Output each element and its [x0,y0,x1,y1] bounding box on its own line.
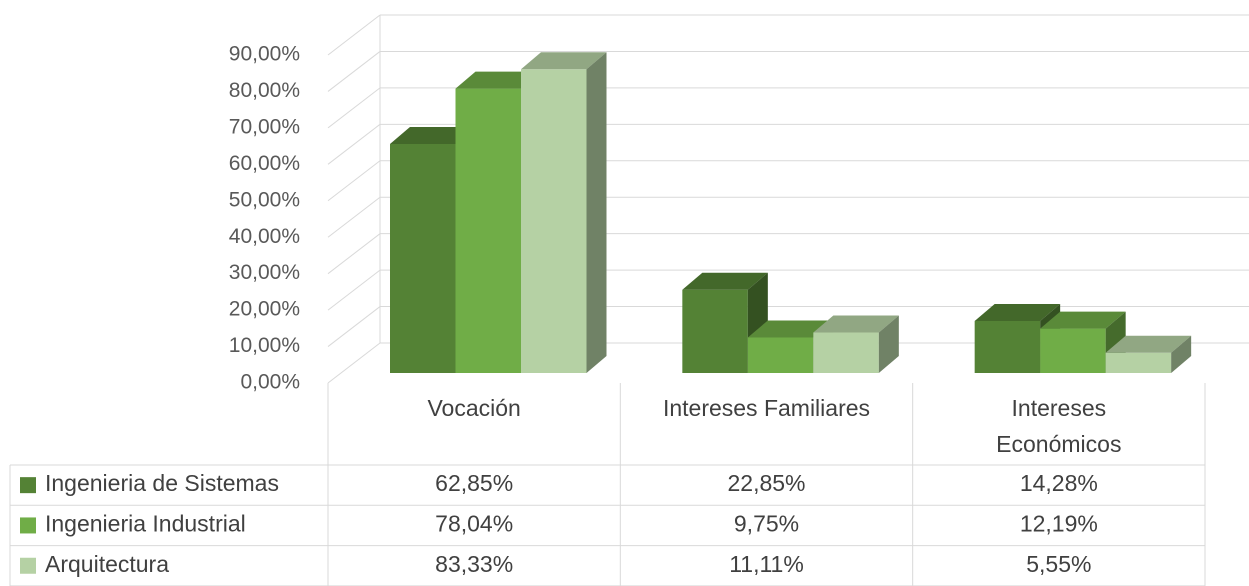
y-tick-label: 90,00% [229,43,300,66]
bar-side [878,315,899,373]
y-tick-label: 80,00% [229,79,300,102]
table-value: 11,11% [729,551,804,577]
table-value: 83,33% [435,551,513,577]
grid-line [327,342,381,384]
table-value: 12,19% [1020,511,1098,537]
bar-front [390,143,456,373]
bar [682,272,768,373]
bar-side [1171,335,1192,373]
grid-line [327,196,381,238]
legend-key [20,557,36,574]
y-tick-label: 0,00% [240,371,300,394]
y-tick-label: 50,00% [229,188,300,211]
bar-front [1040,328,1106,373]
x-tick-label: Vocación [427,395,521,421]
y-tick-label: 60,00% [229,152,300,175]
bar-top [1040,311,1126,329]
bar-front [974,320,1041,373]
grid-line [327,306,381,347]
y-tick-label: 40,00% [229,225,300,248]
bar-front [455,88,521,373]
category-cell: Intereses Económicos [996,395,1122,457]
bar-top [455,71,541,89]
legend-key [20,477,36,494]
table-value: 5,55% [1026,551,1091,577]
bar [813,315,899,373]
grid-line [327,87,381,129]
table-value: 78,04% [435,511,513,537]
bar-top [521,52,607,70]
bar-front [521,69,587,373]
category-cell: Intereses Familiares [662,395,871,421]
legend-label: Ingenieria de Sistemas [45,470,279,496]
bar [521,52,607,374]
bar-side [586,52,607,374]
grid-line [327,160,381,202]
table-value: 22,85% [727,470,805,496]
grid-line [327,123,381,165]
x-tick-label: Intereses Económicos [996,395,1122,457]
bar-top [974,303,1061,321]
bar-front [682,289,748,373]
y-tick-label: 20,00% [229,298,300,321]
table-value: 9,75% [734,511,799,537]
legend-label: Arquitectura [45,551,169,577]
bar-top [1105,335,1192,353]
y-tick-label: 10,00% [229,334,300,357]
grid-line [327,269,381,311]
y-tick-label: 70,00% [229,115,300,138]
bar-top [682,272,768,290]
legend-key [20,517,36,534]
bar [1105,335,1192,373]
grid-line [327,233,381,275]
table-value: 14,28% [1020,470,1098,496]
grid-line [327,14,381,56]
grid-line [327,51,381,92]
category-cell: Vocación [427,395,521,421]
legend-label: Ingenieria Industrial [45,511,246,537]
bar-front [1105,352,1172,373]
bar-top [390,126,476,144]
x-tick-label: Intereses Familiares [662,395,871,421]
bar-front [747,337,814,373]
bar-top [747,320,834,338]
table-value: 62,85% [435,470,513,496]
bar-top [813,315,899,333]
bar-front [813,332,879,373]
y-tick-label: 30,00% [229,261,300,284]
